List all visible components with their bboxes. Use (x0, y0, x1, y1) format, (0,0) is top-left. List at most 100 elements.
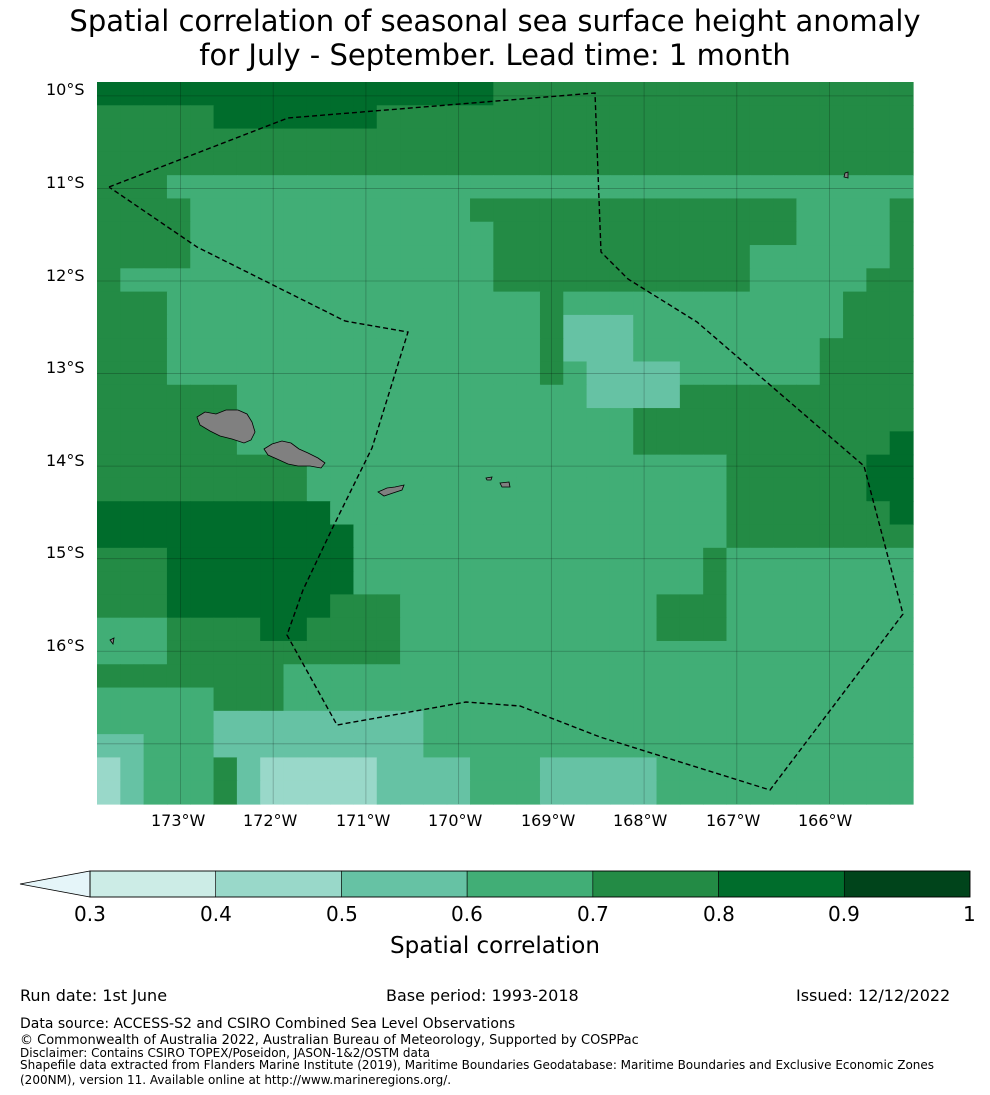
grid-cell (120, 314, 145, 339)
grid-cell (97, 501, 121, 526)
grid-cell (143, 128, 168, 153)
grid-cell (516, 594, 541, 619)
grid-cell (446, 314, 471, 339)
grid-cell (726, 501, 751, 526)
grid-cell (400, 221, 424, 246)
grid-cell (609, 245, 634, 269)
grid-cell (260, 617, 285, 642)
grid-cell (819, 734, 844, 759)
grid-cell (749, 757, 774, 782)
grid-cell (120, 291, 145, 316)
grid-cell (376, 105, 401, 130)
grid-cell (656, 128, 681, 153)
grid-cell (400, 477, 424, 502)
colorbar-tick-0-5: 0.5 (326, 902, 358, 926)
grid-cell (213, 291, 238, 316)
grid-cell (353, 384, 378, 409)
grid-cell (493, 245, 518, 269)
grid-cell (843, 734, 867, 759)
grid-cell (190, 617, 215, 642)
grid-cell (470, 151, 494, 176)
grid-cell (633, 524, 658, 549)
grid-cell (143, 431, 168, 456)
grid-cell (376, 594, 401, 619)
lon-label-167w: 167°W (706, 811, 761, 830)
grid-cell (889, 198, 914, 223)
run-date: Run date: 1st June (20, 986, 168, 1005)
grid-cell (446, 221, 471, 246)
grid-cell (166, 710, 191, 735)
grid-cell (190, 198, 215, 223)
lon-label-170w: 170°W (428, 811, 483, 830)
grid-cell (726, 82, 751, 106)
grid-cell (306, 361, 331, 386)
grid-cell (726, 338, 751, 363)
grid-cell (400, 105, 424, 130)
grid-cell (143, 245, 168, 269)
grid-cell (493, 477, 518, 502)
grid-cell (539, 501, 564, 526)
colorbar-tick-0-7: 0.7 (577, 902, 609, 926)
grid-cell (306, 198, 331, 223)
grid-cell (283, 734, 308, 759)
grid-cell (120, 617, 145, 642)
grid-cell (889, 361, 914, 386)
grid-cell (843, 291, 867, 316)
grid-cell (609, 291, 634, 316)
grid-cell (143, 664, 168, 689)
grid-cell (330, 384, 355, 409)
grid-cell (306, 128, 331, 153)
grid-cell (400, 617, 424, 642)
grid-cell (563, 617, 588, 642)
grid-cell (726, 780, 751, 805)
grid-cell (563, 524, 588, 549)
grid-cell (143, 338, 168, 363)
grid-cell (656, 384, 681, 409)
grid-cell (703, 128, 728, 153)
grid-cell (656, 221, 681, 246)
grid-cell (213, 105, 238, 130)
grid-cell (819, 291, 844, 316)
grid-cell (633, 664, 658, 689)
grid-cell (236, 757, 261, 782)
grid-cell (143, 710, 168, 735)
grid-cell (889, 780, 914, 805)
grid-cell (609, 151, 634, 176)
grid-cell (260, 477, 285, 502)
grid-cell (143, 151, 168, 176)
grid-cell (166, 384, 191, 409)
grid-cell (586, 361, 611, 386)
grid-cell (563, 431, 588, 456)
grid-cell (586, 547, 611, 572)
grid-cell (843, 245, 867, 269)
grid-cell (166, 408, 191, 432)
grid-cell (446, 501, 471, 526)
grid-cell (236, 477, 261, 502)
grid-cell (120, 501, 145, 526)
grid-cell (679, 128, 704, 153)
grid-cell (866, 571, 891, 595)
grid-cell (353, 221, 378, 246)
grid-cell (306, 594, 331, 619)
grid-cell (843, 687, 867, 712)
grid-cell (260, 291, 285, 316)
grid-cell (423, 221, 448, 246)
grid-cell (423, 734, 448, 759)
grid-cell (120, 757, 145, 782)
grid-cell (819, 477, 844, 502)
grid-cell (330, 571, 355, 595)
grid-cell (400, 82, 424, 106)
tutuila-island (377, 484, 405, 497)
grid-cell (633, 594, 658, 619)
grid-cell (283, 151, 308, 176)
grid-cell (446, 105, 471, 130)
grid-cell (889, 338, 914, 363)
grid-cell (516, 780, 541, 805)
colorbar-label: Spatial correlation (390, 933, 600, 959)
grid-cell (656, 501, 681, 526)
grid-cell (97, 268, 121, 293)
grid-cell (633, 617, 658, 642)
grid-cell (190, 431, 215, 456)
grid-cell (819, 361, 844, 386)
grid-cell (330, 151, 355, 176)
